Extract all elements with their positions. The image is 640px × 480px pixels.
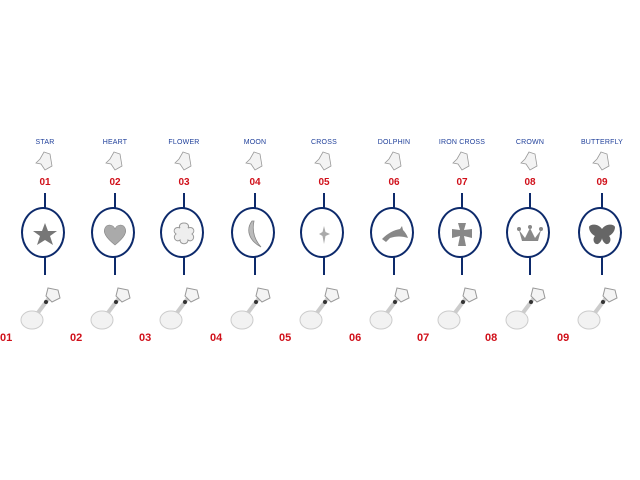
connector-line bbox=[114, 193, 116, 209]
product-item-flower: FLOWER 03 03 bbox=[139, 0, 219, 480]
connector-line bbox=[529, 256, 531, 275]
labret-image bbox=[435, 280, 485, 330]
product-name: CROSS bbox=[311, 139, 337, 146]
connector-line bbox=[529, 193, 531, 209]
shape-frame bbox=[160, 207, 204, 258]
star-icon bbox=[33, 223, 57, 245]
labret-image bbox=[297, 280, 347, 330]
shape-frame bbox=[91, 207, 135, 258]
moon-icon bbox=[248, 220, 262, 248]
product-item-cross: CROSS 05 05 bbox=[279, 0, 359, 480]
connector-line bbox=[461, 193, 463, 209]
shape-frame bbox=[231, 207, 275, 258]
side-view-image bbox=[245, 150, 265, 172]
product-number: 01 bbox=[39, 177, 51, 188]
product-name: FLOWER bbox=[168, 139, 200, 146]
connector-line bbox=[114, 256, 116, 275]
connector-line bbox=[254, 193, 256, 209]
labret-image bbox=[157, 280, 207, 330]
side-view-image bbox=[105, 150, 125, 172]
product-name: DOLPHIN bbox=[377, 139, 411, 146]
connector-line bbox=[183, 256, 185, 275]
product-number-bottom: 05 bbox=[279, 332, 292, 344]
product-name: STAR bbox=[35, 139, 55, 146]
product-number: 08 bbox=[524, 177, 536, 188]
connector-line bbox=[323, 256, 325, 275]
product-name: HEART bbox=[102, 139, 128, 146]
iron-cross-icon bbox=[452, 223, 472, 246]
product-name: CROWN bbox=[515, 139, 545, 146]
product-number-bottom: 06 bbox=[349, 332, 362, 344]
connector-line bbox=[323, 193, 325, 209]
labret-image bbox=[18, 280, 68, 330]
shape-frame bbox=[506, 207, 550, 258]
side-view-image bbox=[384, 150, 404, 172]
product-number-bottom: 07 bbox=[417, 332, 430, 344]
product-item-star: STAR 01 01 bbox=[0, 0, 80, 480]
product-number-bottom: 04 bbox=[210, 332, 223, 344]
heart-icon bbox=[104, 224, 126, 246]
product-number-bottom: 09 bbox=[557, 332, 570, 344]
product-number-bottom: 08 bbox=[485, 332, 498, 344]
product-name: IRON CROSS bbox=[438, 139, 486, 146]
product-item-iron-cross: IRON CROSS 07 07 bbox=[417, 0, 497, 480]
connector-line bbox=[44, 256, 46, 275]
product-item-crown: CROWN 08 08 bbox=[485, 0, 565, 480]
product-name: MOON bbox=[243, 139, 267, 146]
shape-frame bbox=[438, 207, 482, 258]
product-item-moon: MOON 04 04 bbox=[210, 0, 290, 480]
crown-icon bbox=[517, 225, 543, 241]
labret-image bbox=[575, 280, 625, 330]
product-number: 06 bbox=[388, 177, 400, 188]
labret-image bbox=[367, 280, 417, 330]
side-view-image bbox=[314, 150, 334, 172]
shape-frame bbox=[370, 207, 414, 258]
connector-line bbox=[601, 256, 603, 275]
product-item-dolphin: DOLPHIN 06 06 bbox=[349, 0, 429, 480]
flower-icon bbox=[173, 222, 195, 245]
connector-line bbox=[461, 256, 463, 275]
side-view-image bbox=[520, 150, 540, 172]
product-item-butterfly: BUTTERFLY 09 09 bbox=[557, 0, 637, 480]
product-number-bottom: 02 bbox=[70, 332, 83, 344]
labret-image bbox=[228, 280, 278, 330]
product-number: 03 bbox=[178, 177, 190, 188]
labret-image bbox=[88, 280, 138, 330]
side-view-image bbox=[592, 150, 612, 172]
product-item-heart: HEART 02 02 bbox=[70, 0, 150, 480]
shape-frame bbox=[21, 207, 65, 258]
cross-icon bbox=[319, 226, 330, 244]
connector-line bbox=[44, 193, 46, 209]
side-view-image bbox=[452, 150, 472, 172]
side-view-image bbox=[174, 150, 194, 172]
product-number: 09 bbox=[596, 177, 608, 188]
butterfly-icon bbox=[589, 224, 615, 245]
product-name: BUTTERFLY bbox=[580, 139, 624, 146]
product-number: 02 bbox=[109, 177, 121, 188]
side-view-image bbox=[35, 150, 55, 172]
shape-frame bbox=[578, 207, 622, 258]
product-number-bottom: 01 bbox=[0, 332, 13, 344]
connector-line bbox=[601, 193, 603, 209]
dolphin-icon bbox=[382, 226, 408, 242]
connector-line bbox=[393, 193, 395, 209]
labret-image bbox=[503, 280, 553, 330]
product-number: 04 bbox=[249, 177, 261, 188]
product-number: 07 bbox=[456, 177, 468, 188]
connector-line bbox=[393, 256, 395, 275]
connector-line bbox=[183, 193, 185, 209]
connector-line bbox=[254, 256, 256, 275]
product-number: 05 bbox=[318, 177, 330, 188]
product-number-bottom: 03 bbox=[139, 332, 152, 344]
shape-frame bbox=[300, 207, 344, 258]
